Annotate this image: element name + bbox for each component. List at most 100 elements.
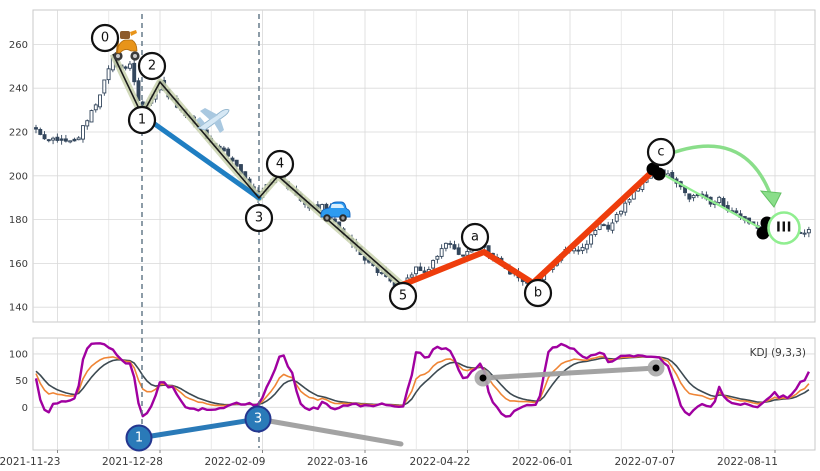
wave-marker-1: 1 — [127, 105, 157, 135]
candle-body — [580, 246, 585, 252]
candle-body — [85, 120, 90, 127]
wave-marker-label: 0 — [101, 31, 109, 46]
candle-body — [431, 259, 436, 269]
kdj-wave-marker-label: 3 — [254, 412, 262, 427]
candle-body — [593, 230, 598, 235]
projection-green-line — [656, 170, 765, 231]
wave-marker-label: 3 — [255, 211, 263, 226]
wave-marker-0: 0 — [90, 23, 120, 53]
candle-body — [89, 110, 94, 123]
candle-body — [461, 254, 465, 257]
abc-correction-line — [399, 166, 658, 288]
candle-body — [448, 243, 453, 245]
candle-body — [106, 68, 111, 81]
candle-body — [614, 214, 619, 222]
price-tick-label: 160 — [9, 259, 28, 270]
candle-body — [443, 242, 448, 249]
wave-marker-2: 2 — [137, 51, 167, 81]
kdj-d-line — [35, 356, 810, 407]
impulse-wave-line — [112, 53, 403, 286]
wave-marker-label: 2 — [148, 59, 156, 74]
candle-body — [802, 232, 807, 235]
kdj-blue-trendline — [136, 416, 261, 441]
wave-marker-label: 1 — [138, 113, 146, 128]
candle-body — [132, 62, 137, 83]
x-tick-label: 2022-02-09 — [204, 456, 265, 468]
kdj-divergence-dot-core — [652, 364, 660, 372]
kdj-indicator-label: KDJ (9,3,3) — [750, 347, 806, 359]
airplane-icon — [196, 108, 230, 133]
candle-body — [59, 138, 64, 141]
kdj-gray-trendline — [255, 416, 404, 447]
candle-body — [55, 136, 60, 141]
candle-body — [51, 137, 56, 141]
candle-body — [230, 157, 235, 162]
kdj-tick-label: 0 — [22, 403, 28, 414]
candle-body — [717, 196, 722, 203]
wave-marker-b: b — [523, 278, 553, 308]
arrowhead-icon — [759, 190, 782, 208]
target-marker-iii: III — [767, 211, 801, 245]
candle-body — [221, 147, 226, 152]
candle-body — [806, 229, 811, 234]
candle-body — [38, 129, 43, 135]
candle-body — [435, 255, 440, 260]
candle-body — [63, 138, 68, 142]
candle-body — [46, 139, 51, 142]
black-dot-marker — [756, 226, 770, 240]
car-icon — [320, 201, 351, 222]
price-tick-label: 200 — [9, 171, 28, 182]
candle-body — [721, 198, 726, 208]
x-tick-label: 2021-12-28 — [102, 456, 163, 468]
candle-body — [414, 266, 418, 275]
candle-body — [601, 224, 606, 227]
candle-body — [422, 270, 427, 273]
kdj-wave-marker-3: 3 — [244, 405, 272, 433]
candle-body — [123, 66, 128, 69]
candle-body — [81, 125, 85, 140]
candle-body — [127, 63, 132, 69]
kdj-divergence-dot-core — [479, 374, 487, 382]
candle-body — [439, 248, 444, 257]
candle-body — [465, 251, 470, 256]
wave-marker-c: c — [646, 137, 676, 167]
kdj-tick-label: 50 — [15, 376, 28, 387]
wave-marker-a: a — [460, 222, 490, 252]
kdj-tick-label: 100 — [9, 349, 28, 360]
candle-body — [102, 79, 107, 94]
candle-body — [589, 234, 594, 245]
wave13-blue-trendline — [139, 112, 262, 201]
price-tick-label: 220 — [9, 128, 28, 139]
candle-body — [226, 148, 231, 157]
wave-marker-5: 5 — [388, 281, 418, 311]
wave-marker-4: 4 — [265, 149, 295, 179]
candle-body — [72, 138, 77, 142]
candle-body — [418, 266, 423, 272]
x-tick-label: 2021-11-23 — [0, 456, 61, 468]
wave-marker-3: 3 — [244, 203, 274, 233]
wave-marker-label: b — [534, 286, 542, 301]
candle-body — [606, 224, 611, 230]
wave-marker-label: 5 — [399, 289, 407, 304]
kdj-wave-marker-1: 1 — [125, 424, 153, 452]
candle-body — [687, 193, 692, 200]
price-annotations: 0 1 2 3 4 5 a b c III — [90, 23, 801, 311]
black-dot-marker — [652, 167, 666, 181]
candle-body — [456, 247, 461, 255]
wave-marker-label: 4 — [276, 157, 284, 172]
kdj-panel-frame — [32, 337, 816, 451]
candle-body — [234, 159, 239, 167]
candle-body — [623, 202, 628, 213]
price-tick-label: 240 — [9, 84, 28, 95]
candle-body — [691, 194, 696, 199]
candle-body — [576, 249, 581, 252]
x-tick-label: 2022-06-01 — [512, 456, 573, 468]
candle-body — [68, 140, 73, 143]
kdj-gray-trendline — [480, 365, 659, 381]
candle-body — [76, 137, 81, 141]
wave-marker-label: a — [471, 230, 479, 245]
x-tick-label: 2022-04-22 — [409, 456, 470, 468]
x-tick-label: 2022-03-16 — [307, 456, 368, 468]
kdj-annotations: 13 — [125, 359, 665, 452]
